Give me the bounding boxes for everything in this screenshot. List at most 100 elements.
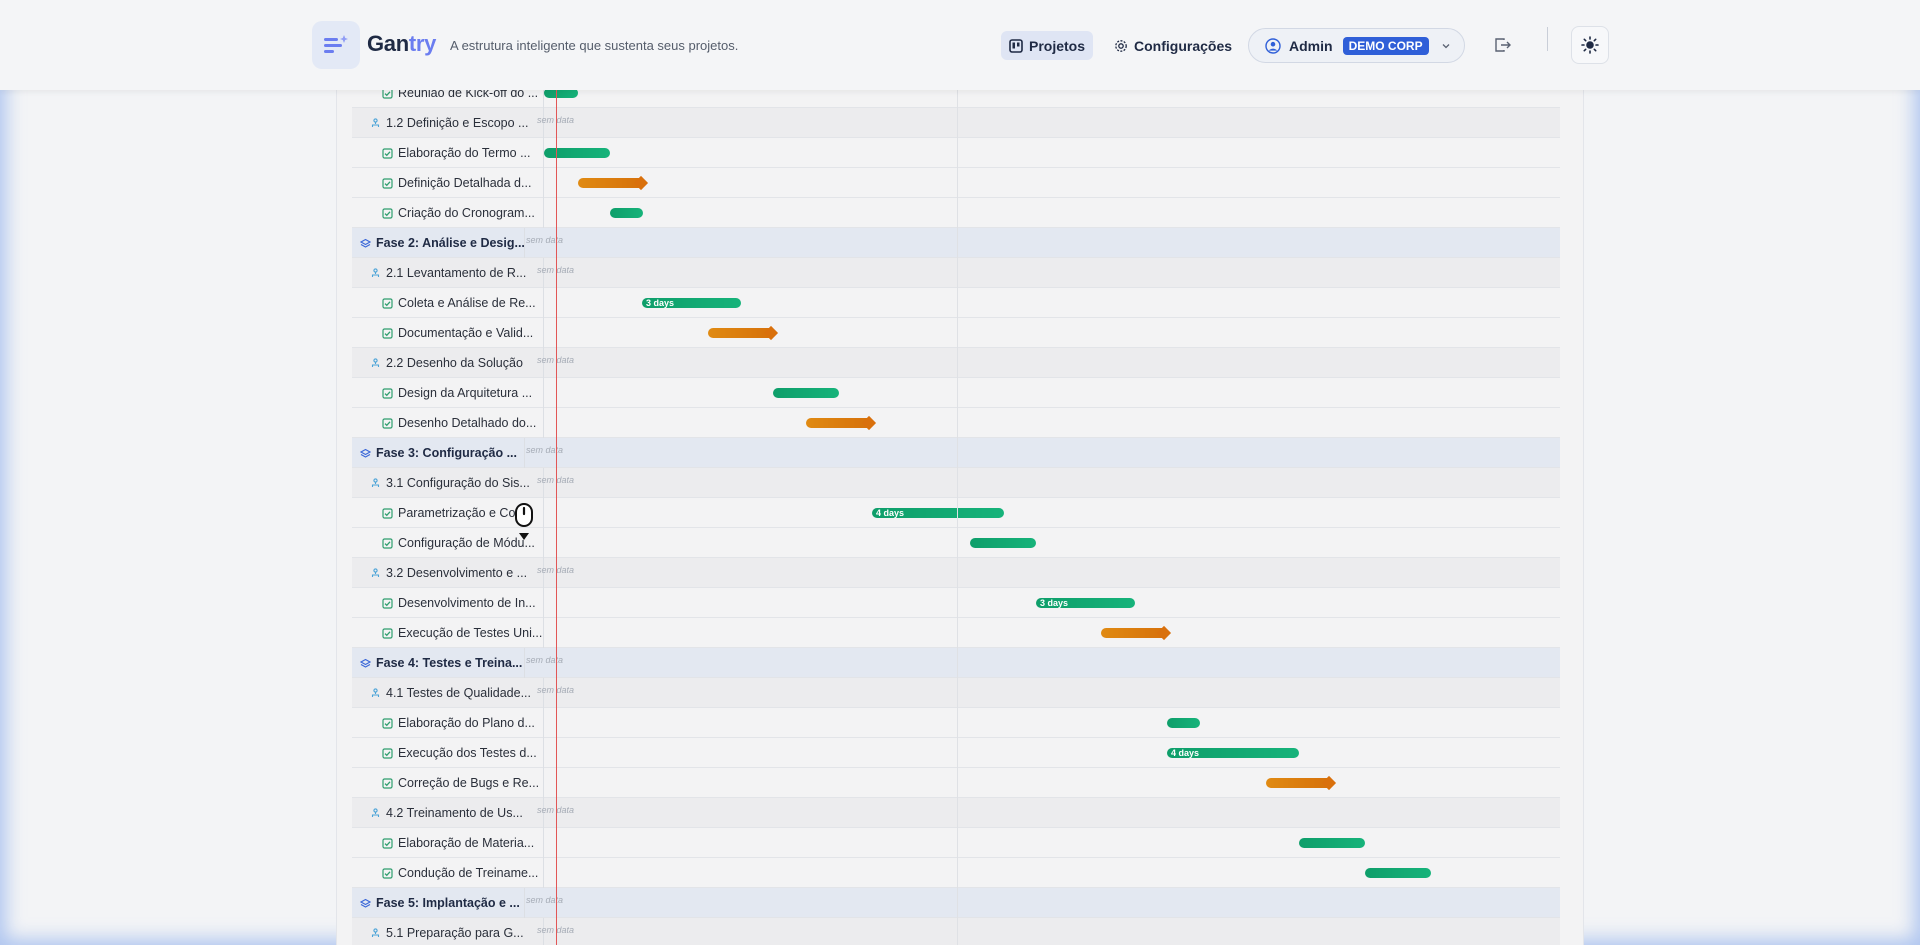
gantt-task-bar-milestone[interactable] (1101, 628, 1167, 638)
gantt-task-row[interactable]: Desenho Detalhado do... (352, 408, 1560, 438)
gantt-row-label-text: 2.1 Levantamento de R... (386, 266, 527, 280)
gantt-group-row[interactable]: 4.2 Treinamento de Us... sem data (352, 798, 1560, 828)
gantt-row-label: Configuração de Módu... (382, 528, 535, 558)
gantt-row-label-text: Configuração de Módu... (398, 536, 535, 550)
gantt-task-bar[interactable] (1365, 868, 1431, 878)
theme-toggle-button[interactable] (1571, 26, 1609, 64)
nav-settings-button[interactable]: Configurações (1110, 31, 1236, 60)
gear-icon (1115, 39, 1127, 52)
gantt-row-label-text: Definição Detalhada d... (398, 176, 532, 190)
gantt-row-label: Elaboração do Plano d... (382, 708, 535, 738)
gantt-task-bar[interactable]: 4 days (872, 508, 1004, 518)
gantt-task-row[interactable]: Elaboração do Termo ... (352, 138, 1560, 168)
nav-projects-button[interactable]: Projetos (1001, 31, 1094, 60)
gantt-group-row[interactable]: 3.2 Desenvolvimento e ... sem data (352, 558, 1560, 588)
board-icon (1009, 38, 1023, 53)
task-checkbox-icon (382, 747, 393, 759)
gantt-row-label-text: Criação do Cronogram... (398, 206, 535, 220)
gantt-row-label-text: Correção de Bugs e Re... (398, 776, 540, 790)
gantt-task-row[interactable]: Condução de Treiname... (352, 858, 1560, 888)
gantt-task-bar[interactable] (970, 538, 1036, 548)
user-menu-button[interactable]: Admin DEMO CORP (1248, 28, 1465, 63)
no-date-label: sem data (537, 475, 575, 485)
gantt-task-bar-milestone[interactable] (578, 178, 644, 188)
gantt-group-row[interactable]: 2.1 Levantamento de R... sem data (352, 258, 1560, 288)
label-column-divider (543, 288, 544, 318)
gantt-task-row[interactable]: Elaboração de Materia... (352, 828, 1560, 858)
gantt-task-row[interactable]: Parametrização e Co... 4 days (352, 498, 1560, 528)
gantt-task-bar[interactable] (1167, 718, 1200, 728)
group-hierarchy-icon (371, 567, 380, 577)
label-column-divider (543, 168, 544, 198)
gantt-task-row[interactable]: Definição Detalhada d... (352, 168, 1560, 198)
gantt-task-row[interactable]: Design da Arquitetura ... (352, 378, 1560, 408)
task-checkbox-icon (382, 207, 393, 219)
gantt-task-row[interactable]: Documentação e Valid... (352, 318, 1560, 348)
gantt-row-label-text: 3.1 Configuração do Sis... (386, 476, 530, 490)
group-hierarchy-icon (371, 807, 380, 817)
gantt-task-bar[interactable]: 3 days (642, 298, 741, 308)
gantt-row-label-text: Elaboração de Materia... (398, 836, 535, 850)
gantt-group-row[interactable]: 1.2 Definição e Escopo ... sem data (352, 108, 1560, 138)
header-divider (1547, 27, 1548, 51)
gantt-task-row[interactable]: Execução dos Testes d... 4 days (352, 738, 1560, 768)
gantt-task-bar-milestone[interactable] (1266, 778, 1332, 788)
gantt-group-row[interactable]: 2.2 Desenho da Solução sem data (352, 348, 1560, 378)
gantt-task-bar-milestone[interactable] (806, 418, 872, 428)
gantt-task-row[interactable]: Reunião de Kick-off do ... (352, 90, 1560, 108)
task-checkbox-icon (382, 537, 393, 549)
task-checkbox-icon (382, 297, 393, 309)
task-checkbox-icon (382, 90, 393, 99)
gantt-task-row[interactable]: Elaboração do Plano d... (352, 708, 1560, 738)
gantt-task-row[interactable]: Coleta e Análise de Re... 3 days (352, 288, 1560, 318)
gantt-task-bar[interactable] (1299, 838, 1365, 848)
brand-name-part1: Gan (367, 31, 409, 56)
task-checkbox-icon (382, 717, 393, 729)
label-column-divider (524, 648, 525, 678)
gantt-task-row[interactable]: Configuração de Módu... (352, 528, 1560, 558)
gantt-row-label: Elaboração de Materia... (382, 828, 534, 858)
gantt-task-row[interactable]: Execução de Testes Uni... (352, 618, 1560, 648)
label-column-divider (543, 108, 544, 138)
gantt-task-row[interactable]: Desenvolvimento de In... 3 days (352, 588, 1560, 618)
gantt-task-row[interactable]: Correção de Bugs e Re... (352, 768, 1560, 798)
gantt-task-row[interactable]: Criação do Cronogram... (352, 198, 1560, 228)
brand-name: Gantry (367, 31, 436, 57)
gantt-task-bar[interactable] (544, 148, 610, 158)
gantt-row-label-text: Design da Arquitetura ... (398, 386, 533, 400)
logout-button[interactable] (1492, 34, 1514, 56)
logo[interactable] (312, 21, 360, 69)
label-column-divider (543, 468, 544, 498)
gantt-task-bar[interactable]: 4 days (1167, 748, 1299, 758)
logout-icon (1495, 38, 1511, 52)
label-column-divider (543, 198, 544, 228)
gantt-group-row[interactable]: 5.1 Preparação para G... sem data (352, 918, 1560, 945)
task-checkbox-icon (382, 177, 393, 189)
gantt-row-label: Condução de Treiname... (382, 858, 538, 888)
gantt-phase-row[interactable]: Fase 5: Implantação e ... sem data (352, 888, 1560, 918)
gantt-row-label-text: 2.2 Desenho da Solução (386, 356, 523, 370)
scroll-cursor-icon (515, 503, 533, 540)
sun-icon (1581, 36, 1599, 54)
gantt-phase-row[interactable]: Fase 3: Configuração ... sem data (352, 438, 1560, 468)
gantt-task-bar[interactable] (544, 90, 578, 98)
gantt-task-bar[interactable] (610, 208, 643, 218)
gantt-task-bar-milestone[interactable] (708, 328, 774, 338)
gantt-phase-row[interactable]: Fase 4: Testes e Treina... sem data (352, 648, 1560, 678)
task-checkbox-icon (382, 327, 393, 339)
chevron-down-icon (1442, 43, 1450, 48)
gantt-group-row[interactable]: 3.1 Configuração do Sis... sem data (352, 468, 1560, 498)
gantt-row-label: Fase 3: Configuração ... (360, 438, 517, 468)
gantt-phase-row[interactable]: Fase 2: Análise e Desig... sem data (352, 228, 1560, 258)
gantt-task-bar[interactable] (773, 388, 839, 398)
gantt-row-label-text: Desenho Detalhado do... (398, 416, 537, 430)
label-column-divider (543, 678, 544, 708)
label-column-divider (524, 438, 525, 468)
gantt-group-row[interactable]: 4.1 Testes de Qualidade... sem data (352, 678, 1560, 708)
gantt-task-bar[interactable]: 3 days (1036, 598, 1135, 608)
phase-layers-icon (360, 658, 371, 668)
gantt-row-label: 5.1 Preparação para G... (370, 918, 524, 945)
gantt-row-label-text: Condução de Treiname... (398, 866, 539, 880)
gantt-row-label: 2.2 Desenho da Solução (370, 348, 523, 378)
no-date-label: sem data (537, 925, 575, 935)
